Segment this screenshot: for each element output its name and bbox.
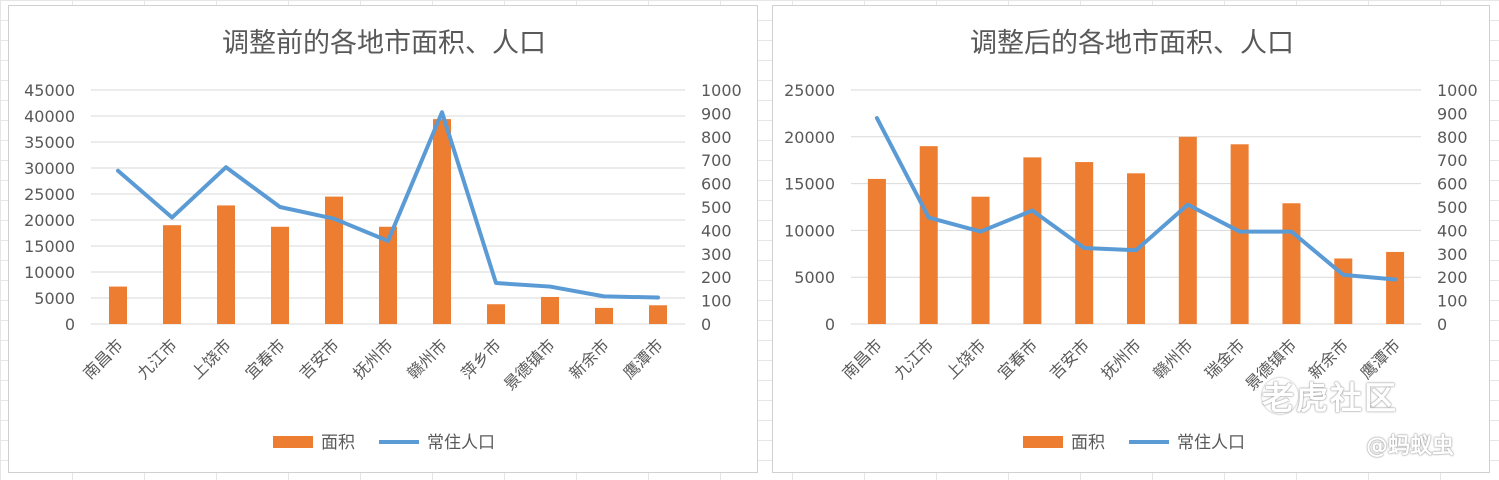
watermark-logo-text: 老虎社区 (1262, 379, 1399, 417)
y-right-tick-label: 600 (701, 175, 732, 194)
bar-area (1386, 251, 1405, 324)
y-right-tick-label: 200 (1437, 268, 1468, 287)
y-left-tick-label: 30000 (24, 159, 75, 178)
legend-label-population: 常住人口 (427, 433, 495, 453)
bar-area (649, 305, 667, 324)
bar-area (271, 226, 289, 324)
y-right-tick-label: 500 (701, 198, 732, 217)
y-right-tick-label: 400 (701, 221, 732, 240)
y-right-tick-label: 400 (1437, 221, 1468, 240)
y-left-tick-label: 35000 (24, 133, 75, 152)
legend-bar-swatch (273, 436, 313, 448)
y-right-tick-label: 700 (1437, 151, 1468, 170)
y-left-tick-label: 15000 (784, 175, 835, 194)
bar-area (541, 296, 559, 324)
chart-svg: 调整后的各地市面积、人口 0 5000 10000 15000 20000 25000 0 10… (784, 28, 1478, 453)
x-category-label: 萍乡市 (457, 335, 504, 382)
bar-area (487, 304, 505, 324)
bar-area (163, 225, 181, 324)
bar-area (919, 146, 938, 324)
x-category-label: 上饶市 (187, 335, 234, 382)
chart-title: 调整后的各地市面积、人口 (970, 28, 1294, 59)
y-left-tick-label: 20000 (24, 211, 75, 230)
x-category-label: 吉安市 (1046, 335, 1093, 382)
x-category-label: 景德镇市 (500, 335, 559, 394)
y-right-tick-label: 700 (701, 151, 732, 170)
bar-area (109, 286, 127, 324)
x-category-label: 九江市 (133, 335, 180, 382)
bar-area (867, 178, 886, 324)
bar-area (971, 196, 990, 324)
y-right-tick-label: 300 (701, 245, 732, 264)
y-right-tick-label: 1000 (701, 81, 742, 100)
y-right-tick-label: 300 (1437, 245, 1468, 264)
y-left-tick-label: 5000 (794, 268, 835, 287)
x-category-label: 吉安市 (295, 335, 342, 382)
bar-area (325, 196, 343, 324)
y-right-tick-label: 100 (1437, 292, 1468, 311)
bar-area (433, 119, 451, 325)
y-left-tick-label: 25000 (24, 185, 75, 204)
x-category-label: 南昌市 (838, 335, 885, 382)
y-right-tick-label: 600 (1437, 175, 1468, 194)
y-right-tick-label: 800 (1437, 128, 1468, 147)
x-category-label: 宜春市 (241, 335, 288, 382)
y-left-tick-label: 0 (825, 315, 835, 334)
legend-label-area: 面积 (321, 433, 355, 453)
x-category-label: 新余市 (565, 335, 612, 382)
y-left-tick-label: 10000 (784, 221, 835, 240)
bar-area (1230, 144, 1249, 324)
y-right-tick-label: 1000 (1437, 81, 1478, 100)
x-category-label: 赣州市 (403, 335, 450, 382)
y-left-tick-label: 0 (65, 315, 75, 334)
bar-area (217, 205, 235, 324)
legend-bar-swatch (1023, 436, 1063, 448)
x-category-label: 南昌市 (79, 335, 126, 382)
bar-area (1178, 136, 1197, 324)
x-category-label: 宜春市 (994, 335, 1041, 382)
bar-area (1023, 157, 1042, 324)
y-right-tick-label: 800 (701, 128, 732, 147)
x-category-label: 上饶市 (942, 335, 989, 382)
x-category-label: 瑞金市 (1201, 335, 1248, 382)
watermark-logo-icon (1262, 378, 1298, 414)
x-category-label: 赣州市 (1149, 335, 1196, 382)
x-category-label: 抚州市 (349, 335, 396, 382)
x-category-label: 抚州市 (1097, 335, 1144, 382)
y-right-tick-label: 500 (1437, 198, 1468, 217)
chart-after: 调整后的各地市面积、人口 0 5000 10000 15000 20000 25000 0 10… (772, 5, 1490, 473)
y-left-tick-label: 40000 (24, 107, 75, 126)
chart-before: 调整前的各地市面积、人口 0 5000 10000 15000 20000 25000 300… (8, 5, 758, 473)
bar-area (1282, 203, 1301, 324)
y-left-tick-label: 20000 (784, 128, 835, 147)
y-left-tick-label: 10000 (24, 263, 75, 282)
y-left-tick-label: 25000 (784, 81, 835, 100)
chart-title: 调整前的各地市面积、人口 (222, 28, 546, 59)
y-right-tick-label: 100 (701, 292, 732, 311)
bar-area (379, 226, 397, 324)
bar-area (595, 307, 613, 324)
y-left-tick-label: 15000 (24, 237, 75, 256)
y-left-tick-label: 5000 (34, 289, 75, 308)
y-right-tick-label: 900 (1437, 104, 1468, 123)
watermark-user-text: @蚂蚁虫 (1366, 434, 1455, 459)
legend-label-area: 面积 (1071, 433, 1105, 453)
legend-label-population: 常住人口 (1177, 433, 1245, 453)
y-right-tick-label: 200 (701, 268, 732, 287)
y-left-tick-label: 45000 (24, 81, 75, 100)
bar-area (1075, 162, 1094, 324)
y-right-tick-label: 900 (701, 104, 732, 123)
x-category-label: 鹰潭市 (619, 335, 666, 382)
x-category-label: 九江市 (890, 335, 937, 382)
chart-svg: 调整前的各地市面积、人口0500010000150002000025000300… (24, 28, 742, 453)
y-right-tick-label: 0 (701, 315, 711, 334)
y-right-tick-label: 0 (1437, 315, 1447, 334)
